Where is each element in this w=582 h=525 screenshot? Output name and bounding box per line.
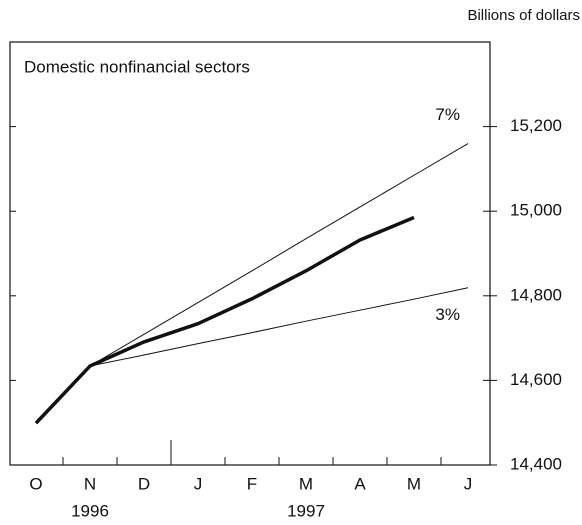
series-line [89,287,469,367]
series-label: 7% [435,105,460,124]
x-tick-label: N [84,474,96,493]
x-tick-label: O [29,474,42,493]
y-tick-label: 15,200 [510,116,562,135]
x-tick-label: M [299,474,313,493]
x-tick-label: F [247,474,257,493]
y-tick-label: 14,800 [510,285,562,304]
series-line [34,215,415,425]
series-line [89,143,469,367]
year-label: 1996 [71,501,109,520]
x-tick-label: J [194,474,203,493]
y-tick-label: 14,600 [510,370,562,389]
year-label: 1997 [287,501,325,520]
plot-frame [9,41,491,466]
chart-title: Domestic nonfinancial sectors [24,57,250,76]
y-tick-label: 14,400 [510,454,562,473]
x-tick-label: D [138,474,150,493]
x-tick-label: A [354,474,366,493]
x-tick-label: J [464,474,473,493]
x-tick-label: M [407,474,421,493]
series-label: 3% [435,305,460,324]
axis-label: Billions of dollars [467,7,580,24]
y-tick-label: 15,000 [510,201,562,220]
